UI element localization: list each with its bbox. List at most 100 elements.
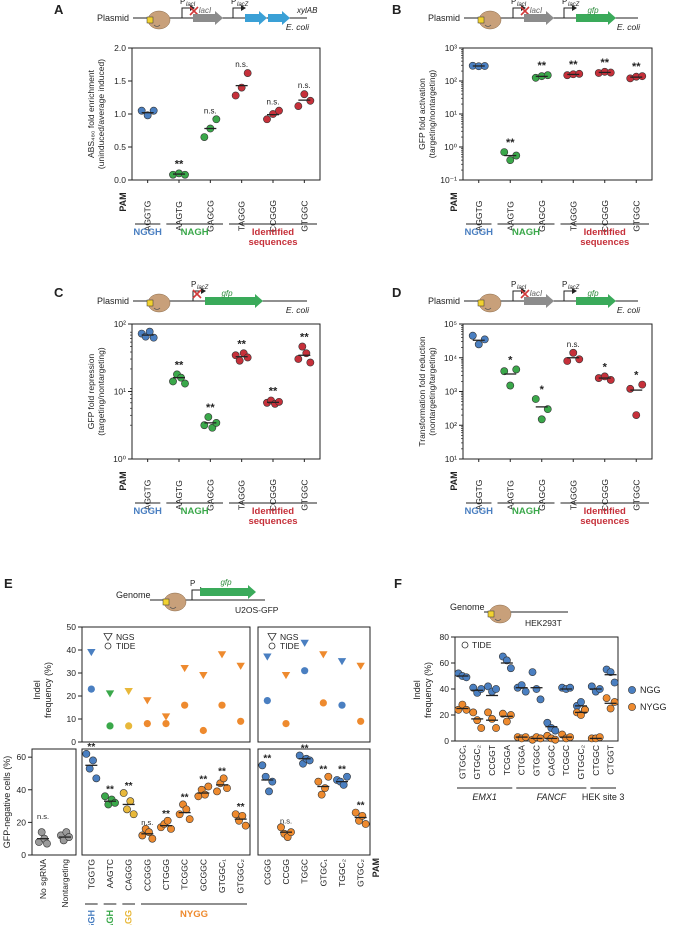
data-point bbox=[238, 811, 247, 820]
pam-tick-label: CCGG bbox=[281, 859, 291, 885]
repression-x-icon bbox=[192, 289, 202, 299]
plot-frame bbox=[462, 323, 653, 460]
data-point bbox=[488, 715, 496, 723]
data-point bbox=[241, 821, 250, 830]
data-point bbox=[468, 331, 477, 340]
significance-label: ** bbox=[237, 802, 245, 813]
significance-label: ** bbox=[300, 332, 309, 344]
data-point bbox=[324, 772, 333, 781]
plot-frame bbox=[31, 748, 77, 856]
legend-label: TIDE bbox=[472, 640, 492, 650]
data-point bbox=[231, 91, 240, 100]
significance-label: n.s. bbox=[204, 106, 217, 115]
ngs-marker bbox=[143, 697, 152, 705]
promoter-subscript: lacZ bbox=[568, 285, 580, 291]
data-point bbox=[480, 335, 489, 344]
pam-tick-label: CTGGG bbox=[161, 859, 171, 890]
group-label: NGGH bbox=[133, 506, 162, 517]
promoter-subscript: lacI bbox=[186, 2, 196, 8]
pam-tick-label: CGGG bbox=[262, 859, 272, 885]
promoter-label: P bbox=[231, 0, 236, 6]
data-point bbox=[258, 761, 267, 770]
data-point bbox=[119, 789, 128, 797]
promoter-label: P bbox=[511, 0, 516, 6]
promoter-subscript: lacZ bbox=[568, 2, 580, 8]
nygg-legend-marker bbox=[628, 703, 636, 711]
genome-label: Genome bbox=[116, 590, 151, 600]
pam-tick-label: AAGTG bbox=[174, 480, 184, 510]
pam-tick-label: GTGGC₂ bbox=[576, 745, 586, 779]
data-point bbox=[175, 810, 184, 819]
data-point bbox=[339, 780, 348, 789]
ngs-legend-marker bbox=[103, 633, 113, 641]
repression-x-icon bbox=[189, 6, 199, 16]
y-tick-label: 40 bbox=[17, 785, 27, 795]
data-point bbox=[148, 834, 157, 843]
ngs-marker bbox=[300, 639, 309, 647]
promoter-arrowhead-icon bbox=[521, 5, 526, 11]
pam-tick-label: AGGTG bbox=[474, 201, 484, 232]
ngs-marker bbox=[356, 662, 365, 670]
data-point bbox=[528, 668, 537, 676]
data-point bbox=[569, 348, 578, 357]
y-tick-label: 20 bbox=[440, 710, 450, 720]
group-label: NAGH bbox=[181, 227, 209, 238]
plot-frame bbox=[257, 626, 371, 743]
y-tick-label: 10⁻¹ bbox=[440, 175, 457, 185]
y-tick-label: 0 bbox=[71, 737, 76, 747]
pam-tick-label: GTGGC bbox=[631, 479, 641, 510]
significance-label: ** bbox=[162, 809, 170, 820]
data-point bbox=[149, 333, 158, 342]
gfp-gene-label: gfp bbox=[220, 578, 232, 587]
organism-label: E. coli bbox=[286, 22, 310, 32]
promoter-label: P bbox=[562, 0, 567, 6]
y-tick-label: 60 bbox=[440, 658, 450, 668]
tide-marker bbox=[143, 720, 151, 728]
significance-label: ** bbox=[269, 385, 278, 397]
significance-label: * bbox=[508, 354, 513, 366]
data-point bbox=[577, 711, 585, 719]
data-point bbox=[167, 825, 175, 833]
ngs-legend-icon bbox=[267, 633, 277, 642]
data-point bbox=[243, 69, 252, 77]
plasmid-label: Plasmid bbox=[428, 13, 460, 23]
ngs-marker bbox=[124, 688, 133, 696]
gfp-gene-label: gfp bbox=[587, 6, 599, 15]
laci-gene-label: lacI bbox=[199, 6, 212, 15]
lac-promoter bbox=[232, 7, 241, 18]
y-tick-label: 1.5 bbox=[114, 76, 126, 86]
xylab-gene-arrow-2 bbox=[268, 11, 290, 25]
data-point bbox=[213, 787, 221, 796]
promoter-subscript: lacI bbox=[517, 285, 527, 291]
tide-marker bbox=[301, 667, 309, 675]
significance-label: ** bbox=[357, 801, 365, 812]
tide-marker bbox=[319, 699, 327, 707]
significance-label: ** bbox=[199, 775, 207, 786]
significance-label: * bbox=[603, 361, 608, 373]
pam-tick-label: GTGGC bbox=[299, 200, 309, 231]
data-point bbox=[536, 695, 545, 704]
data-point bbox=[306, 96, 315, 105]
pam-tick-label: CCGGG bbox=[268, 479, 278, 511]
y-tick-label: 10³ bbox=[445, 387, 457, 397]
laci-gene-arrow bbox=[524, 294, 554, 308]
ngs-marker bbox=[199, 671, 208, 680]
pam-axis-label: PAM bbox=[118, 471, 128, 490]
group-label: sequences bbox=[580, 516, 629, 527]
legend-label: TIDE bbox=[116, 641, 136, 651]
pam-tick-label: AAGTC bbox=[105, 859, 115, 888]
significance-label: * bbox=[540, 384, 545, 396]
pam-axis-label: PAM bbox=[449, 192, 459, 211]
data-point bbox=[351, 808, 360, 817]
y-tick-label: 10⁵ bbox=[444, 319, 457, 329]
y-tick-label: 10² bbox=[445, 420, 457, 430]
significance-label: ** bbox=[338, 765, 346, 776]
pam-axis-label: PAM bbox=[371, 858, 381, 877]
significance-label: ** bbox=[125, 781, 133, 792]
y-axis-label: ABS₄₈₀ fold enrichment bbox=[86, 69, 96, 158]
data-point bbox=[512, 365, 521, 374]
ngs-marker bbox=[319, 651, 328, 659]
data-point bbox=[638, 380, 647, 389]
